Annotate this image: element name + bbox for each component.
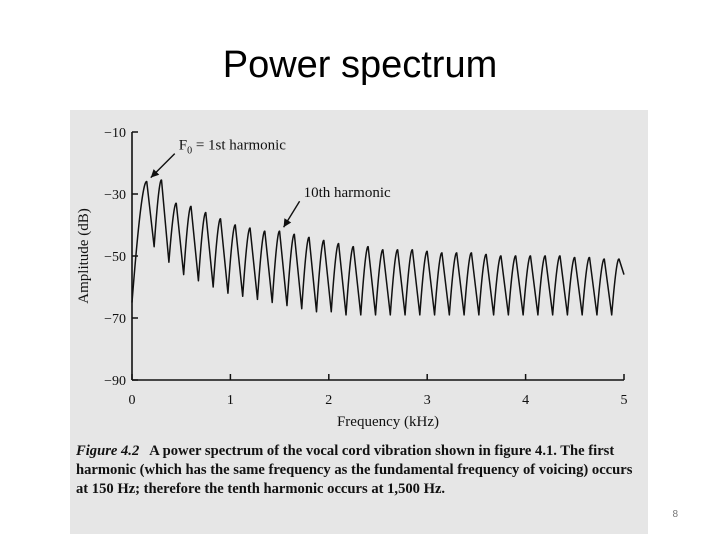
annotation-tenth-harmonic: 10th harmonic <box>304 185 391 201</box>
chart-ticks: −10 −30 −50 −70 −900 1 2 3 4 5 <box>104 126 627 408</box>
chart-axes <box>131 132 624 381</box>
caption-figure-label: Figure 4.2 <box>76 443 140 459</box>
slide-title: Power spectrum <box>222 44 498 86</box>
x-axis-label: Frequency (kHz) <box>337 414 439 430</box>
annotation-tenth-harmonic-label: 10th harmonic <box>304 185 391 201</box>
power-spectrum-chart: −10 −30 −50 −70 −900 1 2 3 4 5 F0 = 1st harmonic 1… <box>76 126 628 430</box>
chart-annotations: F0 = 1st harmonic 10th harmonic <box>150 138 391 228</box>
y-tick-label: −70 <box>104 312 126 327</box>
x-tick-label: 1 <box>227 393 234 408</box>
y-tick-label: −30 <box>104 188 126 203</box>
y-axis-label: Amplitude (dB) <box>76 208 92 303</box>
y-tick-label: −50 <box>104 250 126 265</box>
y-tick-label: −10 <box>104 126 126 141</box>
chart-series <box>131 179 625 316</box>
figure-caption: Figure 4.2 A power spectrum of the vocal … <box>76 442 636 499</box>
x-tick-label: 3 <box>424 393 431 408</box>
annotation-arrow-head <box>150 169 160 178</box>
annotation-arrow-head <box>283 218 292 228</box>
annotation-first-harmonic-label: F0 = 1st harmonic <box>179 138 287 157</box>
x-tick-label: 0 <box>129 393 136 408</box>
y-tick-label: −90 <box>104 374 126 389</box>
figure-scan: −10 −30 −50 −70 −90 0 1 2 3 4 5 F0 = 1st harmonic 1… <box>70 110 648 534</box>
caption-text: A power spectrum of the vocal cord vibra… <box>76 443 633 497</box>
page-number: 8 <box>672 509 678 520</box>
x-tick-label: 4 <box>522 393 529 408</box>
x-tick-label: 5 <box>621 393 628 408</box>
spectrum-line <box>131 179 625 316</box>
x-tick-label: 2 <box>325 393 332 408</box>
annotation-first-harmonic: F0 = 1st harmonic <box>179 138 287 157</box>
